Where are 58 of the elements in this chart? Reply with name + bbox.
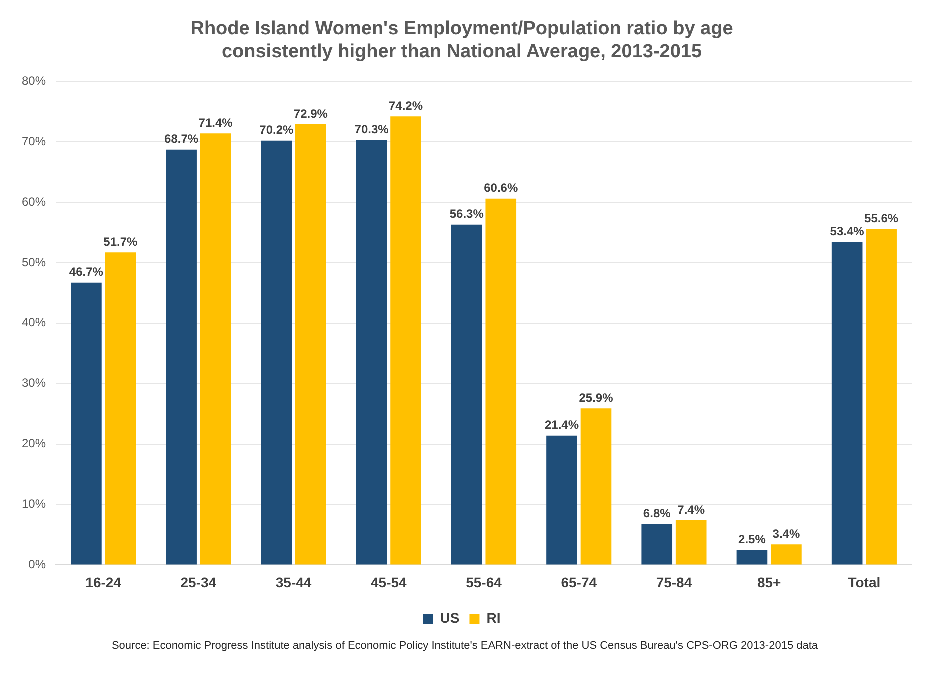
data-label: 70.3% — [354, 122, 390, 137]
y-tick-label: 40% — [22, 316, 46, 330]
y-tick-label: 60% — [22, 194, 46, 209]
data-label: 60.6% — [484, 181, 518, 196]
bar — [866, 229, 897, 565]
x-tick-label: Total — [848, 574, 881, 590]
data-label: 7.4% — [678, 502, 706, 517]
x-tick-label: 65-74 — [561, 574, 598, 590]
data-label: 70.2% — [260, 123, 294, 138]
bar — [771, 544, 802, 565]
x-tick-label: 75-84 — [656, 574, 692, 590]
bar — [390, 116, 422, 565]
x-tick-label: 35-44 — [276, 574, 312, 590]
bar — [451, 224, 482, 565]
bar — [166, 150, 197, 565]
data-label: 46.7% — [69, 265, 104, 280]
data-label: 72.9% — [294, 106, 328, 121]
bar — [105, 252, 136, 565]
data-label: 71.4% — [198, 116, 234, 130]
x-tick-label: 55-64 — [466, 574, 502, 590]
data-label: 25.9% — [579, 390, 614, 405]
data-label: 68.7% — [164, 132, 199, 146]
data-label: 3.4% — [772, 526, 800, 541]
y-tick-label: 30% — [22, 376, 46, 390]
data-label: 2.5% — [738, 532, 766, 546]
x-tick-label: 25-34 — [180, 574, 217, 590]
y-tick-label: 80% — [22, 74, 46, 88]
chart-title: Rhode Island Women's Employment/Population ratio by age consistently higher than National Average, 2013-2015 — [190, 18, 734, 62]
y-tick-label: 20% — [22, 436, 46, 451]
bar — [296, 124, 326, 565]
y-tick-label: 70% — [22, 134, 46, 148]
data-label: 51.7% — [104, 234, 138, 249]
data-label: 74.2% — [389, 98, 424, 113]
legend-label: RI — [486, 610, 501, 626]
bar — [546, 436, 578, 565]
bar — [71, 282, 102, 565]
bar — [200, 134, 232, 565]
bar — [736, 550, 768, 565]
bar — [580, 408, 612, 565]
x-tick-label: 85+ — [757, 574, 782, 590]
bar — [356, 140, 388, 565]
source-note: Source: Economic Progress Institute analysis of Economic Policy Institute's EARN-extract of the US Census Bureau's CPS-ORG 2013-2015 data — [110, 640, 820, 652]
bar — [676, 520, 707, 565]
bar — [832, 242, 863, 565]
data-label: 6.8% — [643, 506, 672, 520]
bar — [486, 198, 517, 565]
legend-label: US — [440, 610, 460, 626]
data-label: 56.3% — [450, 207, 484, 222]
data-label: 53.4% — [830, 224, 865, 239]
data-label: 55.6% — [864, 211, 899, 226]
y-tick-label: 50% — [22, 255, 46, 270]
x-tick-label: 16-24 — [86, 574, 122, 590]
y-tick-label: 0% — [28, 558, 46, 572]
x-tick-label: 45-54 — [370, 574, 408, 590]
bar — [642, 524, 673, 565]
data-label: 21.4% — [544, 418, 580, 432]
y-tick-label: 10% — [22, 497, 46, 512]
bar — [261, 140, 292, 565]
